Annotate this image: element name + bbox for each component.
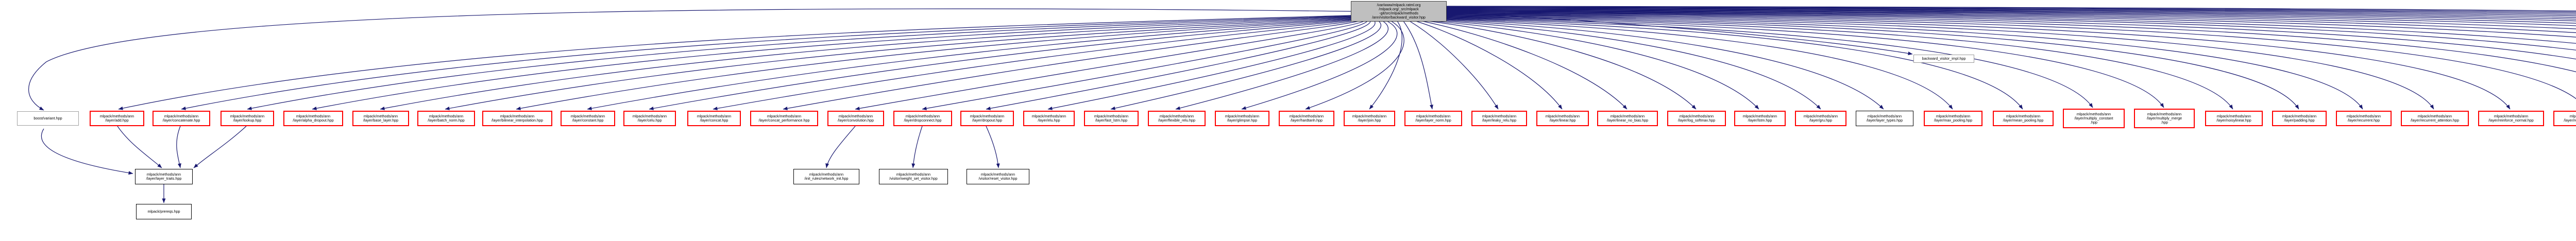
graph-node[interactable]: mlpack/methods/ann /layer/padding.hpp <box>2272 111 2327 126</box>
graph-node-label: mlpack/methods/ann /layer/reparametrizat… <box>2564 113 2576 123</box>
graph-node-label: mlpack/methods/ann /layer/elu.hpp <box>1031 113 1066 123</box>
graph-node[interactable]: mlpack/methods/ann /layer/recurrent_atte… <box>2401 111 2469 126</box>
graph-node-label: mlpack/methods/ann /layer/glimpse.hpp <box>1225 113 1260 123</box>
graph-node-label: mlpack/methods/ann /layer/multiply_const… <box>2074 111 2113 125</box>
graph-node-label: mlpack/methods/ann /layer/convolution.hp… <box>838 113 874 123</box>
graph-node[interactable]: mlpack/methods/ann /layer/batch_norm.hpp <box>417 111 475 126</box>
graph-node-label: mlpack/methods/ann /layer/dropout.hpp <box>970 113 1005 123</box>
graph-node[interactable]: mlpack/methods/ann /layer/linear_no_bias… <box>1597 111 1658 126</box>
graph-node[interactable]: mlpack/prereqs.hpp <box>136 204 192 219</box>
graph-node-label: mlpack/methods/ann /layer/base_layer.hpp <box>363 113 399 123</box>
graph-node-label: mlpack/methods/ann /layer/reinforce_norm… <box>2488 113 2534 123</box>
graph-node[interactable]: mlpack/methods/ann /layer/linear.hpp <box>1536 111 1589 126</box>
graph-node-label: mlpack/methods/ann /layer/fast_lstm.hpp <box>1094 113 1129 123</box>
graph-node[interactable]: mlpack/methods/ann /layer/celu.hpp <box>623 111 676 126</box>
graph-node-label: mlpack/methods/ann /layer/add.hpp <box>99 113 134 123</box>
graph-node[interactable]: mlpack/methods/ann /visitor/weight_set_v… <box>879 169 948 184</box>
graph-node[interactable]: boost/variant.hpp <box>17 111 79 126</box>
graph-node-label: mlpack/methods/ann /layer/alpha_dropout.… <box>293 113 334 123</box>
graph-root-node[interactable]: /var/www/mlpack.ratml.org /mlpack.org/_s… <box>1351 1 1447 22</box>
graph-node-label: mlpack/methods/ann /layer/batch_norm.hpp <box>428 113 465 123</box>
graph-node-label: mlpack/methods/ann /visitor/weight_set_v… <box>889 171 938 181</box>
graph-node[interactable]: mlpack/methods/ann /layer/reinforce_norm… <box>2478 111 2544 126</box>
graph-node[interactable]: mlpack/methods/ann /layer/layer_norm.hpp <box>1404 111 1462 126</box>
graph-node-label: mlpack/methods/ann /layer/concat_perform… <box>758 113 810 123</box>
graph-node[interactable]: mlpack/methods/ann /layer/gru.hpp <box>1795 111 1846 126</box>
graph-node[interactable]: mlpack/methods/ann /layer/base_layer.hpp <box>352 111 409 126</box>
graph-node[interactable]: mlpack/methods/ann /layer/join.hpp <box>1344 111 1395 126</box>
graph-node-label: boost/variant.hpp <box>33 115 62 120</box>
graph-node-label: mlpack/methods/ann /layer/concat.hpp <box>697 113 732 123</box>
graph-node-label: mlpack/methods/ann /layer/mean_pooling.h… <box>2003 113 2044 123</box>
graph-node[interactable]: mlpack/methods/ann /layer/layer_traits.h… <box>135 169 193 184</box>
graph-node[interactable]: backward_visitor_impl.hpp <box>1913 55 1974 63</box>
graph-node-label: mlpack/methods/ann /layer/layer_types.hp… <box>1866 113 1903 123</box>
graph-node[interactable]: mlpack/methods/ann /layer/concat.hpp <box>687 111 741 126</box>
graph-node-label: mlpack/methods/ann /layer/dropconnect.hp… <box>904 113 942 123</box>
graph-node[interactable]: mlpack/methods/ann /layer/fast_lstm.hpp <box>1084 111 1139 126</box>
graph-node-label: mlpack/methods/ann /layer/layer_traits.h… <box>146 171 182 181</box>
graph-node[interactable]: mlpack/methods/ann /layer/lstm.hpp <box>1734 111 1786 126</box>
graph-node-label: mlpack/methods/ann /layer/linear.hpp <box>1545 113 1580 123</box>
graph-node[interactable]: mlpack/methods/ann /layer/max_pooling.hp… <box>1924 111 1982 126</box>
graph-node[interactable]: mlpack/methods/ann /layer/layer_types.hp… <box>1856 111 1913 126</box>
graph-node[interactable]: mlpack/methods/ann /layer/constant.hpp <box>561 111 615 126</box>
graph-node[interactable]: mlpack/methods/ann /layer/dropout.hpp <box>960 111 1014 126</box>
graph-node-label: mlpack/methods/ann /layer/hardtanh.hpp <box>1289 113 1324 123</box>
graph-node[interactable]: mlpack/methods/ann /layer/add.hpp <box>90 111 144 126</box>
graph-node[interactable]: mlpack/methods/ann /layer/alpha_dropout.… <box>283 111 343 126</box>
graph-node[interactable]: mlpack/methods/ann /layer/lookup.hpp <box>221 111 274 126</box>
graph-node-label: mlpack/methods/ann /layer/bilinear_inter… <box>492 113 543 123</box>
graph-node-label: mlpack/methods/ann /layer/noisylinear.hp… <box>2216 113 2251 123</box>
graph-node[interactable]: mlpack/methods/ann /layer/convolution.hp… <box>827 111 884 126</box>
graph-node[interactable]: mlpack/methods/ann /layer/noisylinear.hp… <box>2205 111 2263 126</box>
graph-node-label: mlpack/methods/ann /layer/padding.hpp <box>2282 113 2317 123</box>
graph-node[interactable]: mlpack/methods/ann /layer/concatenate.hp… <box>152 111 210 126</box>
graph-node-label: backward_visitor_impl.hpp <box>1922 56 1966 61</box>
graph-node[interactable]: mlpack/methods/ann /visitor/reset_visito… <box>967 169 1029 184</box>
graph-node[interactable]: mlpack/methods/ann /layer/multiply_merge… <box>2134 109 2195 128</box>
graph-node[interactable]: mlpack/methods/ann /layer/mean_pooling.h… <box>1993 111 2054 126</box>
graph-node[interactable]: mlpack/methods/ann /layer/bilinear_inter… <box>482 111 552 126</box>
graph-node-label: mlpack/methods/ann /layer/log_softmax.hp… <box>1677 113 1716 123</box>
graph-node-label: mlpack/methods/ann /layer/max_pooling.hp… <box>1934 113 1973 123</box>
graph-node-label: mlpack/methods/ann /layer/constant.hpp <box>570 113 605 123</box>
graph-node[interactable]: mlpack/methods/ann /layer/leaky_relu.hpp <box>1471 111 1527 126</box>
graph-node-label: mlpack/methods/ann /layer/recurrent.hpp <box>2346 113 2381 123</box>
graph-node-label: mlpack/prereqs.hpp <box>147 209 180 214</box>
graph-node-label: mlpack/methods/ann /layer/lookup.hpp <box>230 113 265 123</box>
graph-node-label: mlpack/methods/ann /layer/join.hpp <box>1352 113 1387 123</box>
graph-node[interactable]: mlpack/methods/ann /layer/flexible_relu.… <box>1148 111 1206 126</box>
graph-node[interactable]: mlpack/methods/ann /layer/log_softmax.hp… <box>1667 111 1726 126</box>
graph-node[interactable]: mlpack/methods/ann /layer/elu.hpp <box>1023 111 1075 126</box>
graph-node[interactable]: mlpack/methods/ann /layer/glimpse.hpp <box>1215 111 1269 126</box>
graph-node[interactable]: mlpack/methods/ann /layer/multiply_const… <box>2063 109 2125 128</box>
graph-node[interactable]: mlpack/methods/ann /layer/dropconnect.hp… <box>893 111 952 126</box>
graph-node-label: mlpack/methods/ann /layer/flexible_relu.… <box>1158 113 1195 123</box>
graph-node[interactable]: mlpack/methods/ann /layer/concat_perform… <box>750 111 818 126</box>
graph-node-label: mlpack/methods/ann /visitor/reset_visito… <box>978 171 1018 181</box>
graph-node-label: mlpack/methods/ann /layer/linear_no_bias… <box>1606 113 1649 123</box>
graph-node-label: mlpack/methods/ann /layer/celu.hpp <box>632 113 667 123</box>
graph-node-label: mlpack/methods/ann /layer/gru.hpp <box>1803 113 1838 123</box>
graph-node[interactable]: mlpack/methods/ann /layer/hardtanh.hpp <box>1279 111 1334 126</box>
graph-node[interactable]: mlpack/methods/ann /layer/reparametrizat… <box>2553 111 2576 126</box>
graph-node-label: mlpack/methods/ann /layer/multiply_merge… <box>2146 111 2182 125</box>
graph-node-label: mlpack/methods/ann /layer/layer_norm.hpp <box>1415 113 1451 123</box>
graph-node-label: mlpack/methods/ann /layer/recurrent_atte… <box>2411 113 2459 123</box>
graph-node[interactable]: mlpack/methods/ann /init_rules/network_i… <box>793 169 859 184</box>
graph-node-label: /var/www/mlpack.ratml.org /mlpack.org/_s… <box>1372 2 1426 20</box>
edge-group <box>28 6 2576 203</box>
graph-node[interactable]: mlpack/methods/ann /layer/recurrent.hpp <box>2336 111 2392 126</box>
graph-node-label: mlpack/methods/ann /layer/leaky_relu.hpp <box>1482 113 1517 123</box>
graph-node-label: mlpack/methods/ann /init_rules/network_i… <box>804 171 849 181</box>
graph-node-label: mlpack/methods/ann /layer/lstm.hpp <box>1742 113 1777 123</box>
graph-node-label: mlpack/methods/ann /layer/concatenate.hp… <box>162 113 200 123</box>
